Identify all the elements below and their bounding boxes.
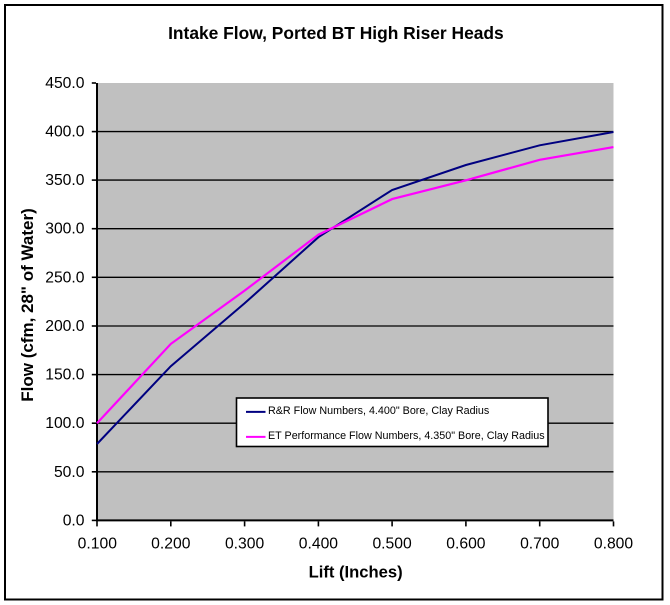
svg-text:0.500: 0.500 — [372, 536, 412, 553]
svg-text:200.0: 200.0 — [45, 318, 85, 335]
svg-text:250.0: 250.0 — [45, 269, 85, 286]
svg-text:0.400: 0.400 — [299, 536, 339, 553]
svg-text:R&R Flow Numbers, 4.400" Bore,: R&R Flow Numbers, 4.400" Bore, Clay Radi… — [268, 405, 489, 417]
svg-text:300.0: 300.0 — [45, 221, 85, 238]
svg-text:0.100: 0.100 — [78, 536, 118, 553]
svg-text:100.0: 100.0 — [45, 415, 85, 432]
svg-text:Flow (cfm, 28" of Water): Flow (cfm, 28" of Water) — [18, 208, 37, 402]
svg-text:0.0: 0.0 — [63, 512, 85, 529]
svg-text:ET Performance Flow Numbers, 4: ET Performance Flow Numbers, 4.350" Bore… — [268, 430, 545, 442]
svg-text:350.0: 350.0 — [45, 172, 85, 189]
svg-text:150.0: 150.0 — [45, 367, 85, 384]
svg-text:0.700: 0.700 — [520, 536, 560, 553]
svg-text:Lift (Inches): Lift (Inches) — [309, 563, 403, 582]
svg-text:400.0: 400.0 — [45, 124, 85, 141]
svg-text:450.0: 450.0 — [45, 75, 85, 92]
svg-text:0.200: 0.200 — [151, 536, 191, 553]
svg-text:50.0: 50.0 — [54, 464, 85, 481]
svg-text:0.300: 0.300 — [225, 536, 265, 553]
svg-text:0.800: 0.800 — [594, 536, 634, 553]
svg-text:Intake Flow, Ported BT High Ri: Intake Flow, Ported BT High Riser Heads — [168, 23, 504, 43]
svg-text:0.600: 0.600 — [446, 536, 486, 553]
